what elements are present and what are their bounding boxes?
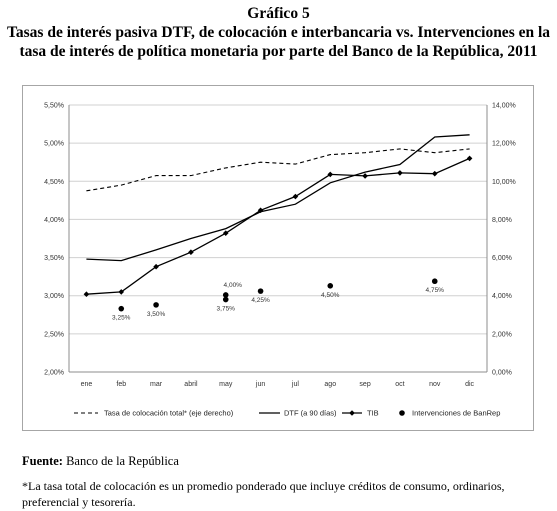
y-left-tick-label: 2,00%	[44, 370, 64, 377]
y-left-tick-label: 4,50%	[44, 179, 64, 186]
y-right-tick-label: 12,00%	[492, 141, 516, 148]
y-left-tick-label: 2,50%	[44, 331, 64, 338]
x-tick-label: jun	[255, 381, 265, 388]
tib-point	[397, 170, 403, 176]
intervention-point	[327, 282, 334, 289]
series-line-colocacion	[86, 148, 470, 192]
x-tick-label: may	[219, 381, 233, 388]
legend-label-tib: TIB	[367, 409, 379, 418]
y-right-tick-label: 2,00%	[492, 331, 512, 338]
intervention-label: 4,75%	[426, 287, 445, 294]
series-line-dtf	[86, 134, 470, 262]
source-text: Banco de la República	[66, 454, 179, 468]
y-right-tick-label: 10,00%	[492, 179, 516, 186]
x-tick-label: feb	[116, 381, 126, 388]
intervention-point	[118, 305, 125, 312]
y-left-tick-label: 4,00%	[44, 217, 64, 224]
y-right-tick-label: 4,00%	[492, 293, 512, 300]
title-line-1: Tasas de interés pasiva DTF, de colocaci…	[6, 24, 551, 41]
y-left-tick-label: 3,00%	[44, 293, 64, 300]
tib-point	[83, 291, 90, 297]
x-tick-label: nov	[429, 381, 441, 388]
tib-point	[362, 173, 368, 179]
y-left-tick-label: 3,50%	[44, 255, 64, 262]
y-left-tick-label: 5,50%	[44, 103, 64, 110]
y-right-tick-label: 6,00%	[492, 255, 512, 262]
x-tick-label: oct	[395, 381, 404, 388]
figure-title: Gráfico 5 Tasas de interés pasiva DTF, d…	[0, 4, 557, 61]
chart-frame	[22, 85, 534, 431]
x-tick-label: sep	[359, 381, 370, 388]
x-tick-label: ene	[81, 381, 93, 388]
legend-swatch-intervenciones	[399, 410, 405, 416]
intervention-label: 4,00%	[224, 282, 243, 289]
tib-point	[118, 289, 125, 295]
x-tick-label: jul	[291, 381, 299, 388]
figure-label: Gráfico 5	[247, 5, 310, 22]
tib-point	[222, 230, 229, 236]
intervention-point	[431, 278, 438, 285]
intervention-point	[222, 296, 229, 303]
intervention-point	[153, 302, 159, 308]
legend-label-colocacion: Tasa de colocación total* (eje derecho)	[104, 409, 234, 418]
y-left-tick-label: 5,00%	[44, 141, 64, 148]
intervention-point	[257, 288, 264, 294]
title-line-2: tasa de interés de política monetaria po…	[19, 43, 538, 60]
intervention-label: 3,25%	[112, 315, 131, 322]
intervention-label: 3,75%	[217, 306, 236, 313]
tib-point	[188, 249, 194, 256]
x-tick-label: mar	[150, 381, 163, 388]
x-tick-label: ago	[324, 381, 336, 388]
tib-point	[466, 155, 473, 162]
intervention-label: 3,50%	[147, 311, 166, 318]
tib-point	[153, 263, 159, 270]
y-right-tick-label: 8,00%	[492, 217, 512, 224]
intervention-label: 4,25%	[251, 297, 270, 304]
legend-label-dtf: DTF (a 90 días)	[284, 409, 337, 418]
legend-swatch-tib-marker	[349, 410, 355, 416]
intervention-point	[222, 292, 229, 298]
source-label: Fuente:	[22, 454, 63, 468]
y-right-tick-label: 14,00%	[492, 103, 516, 110]
x-tick-label: dic	[465, 381, 474, 388]
y-right-tick-label: 0,00%	[492, 370, 512, 377]
tib-point	[431, 170, 438, 177]
legend-label-intervenciones: Intervenciones de BanRep	[412, 409, 500, 418]
source-line: Fuente: Banco de la República	[22, 454, 179, 469]
footnote: *La tasa total de colocación es un prome…	[22, 479, 505, 509]
intervention-label: 4,50%	[321, 292, 340, 299]
chart: 2,00% 2,50% 3,00% 3,50% 4,00% 4,50% 5,00% 5,50%…	[44, 103, 516, 418]
x-tick-label: abril	[184, 381, 198, 388]
series-line-tib	[86, 157, 470, 295]
tib-point	[257, 207, 264, 214]
